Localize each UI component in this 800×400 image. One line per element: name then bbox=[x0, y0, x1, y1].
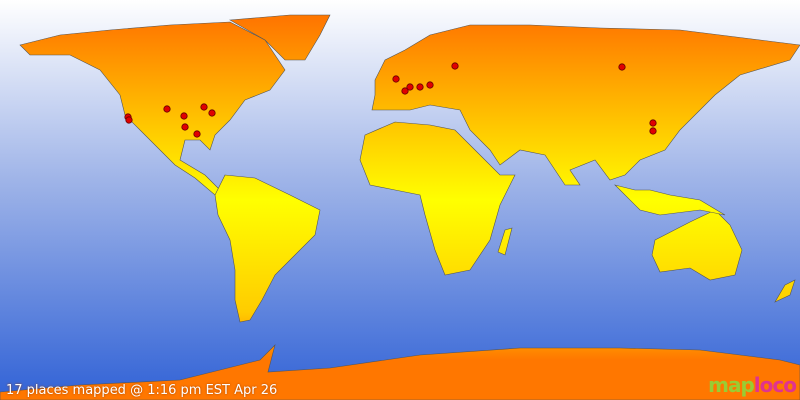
place-marker[interactable] bbox=[163, 105, 171, 113]
place-marker[interactable] bbox=[180, 112, 188, 120]
place-marker[interactable] bbox=[208, 109, 216, 117]
maploco-logo[interactable]: maploco bbox=[708, 373, 797, 397]
place-marker[interactable] bbox=[193, 130, 201, 138]
indonesia bbox=[614, 184, 726, 216]
continents bbox=[0, 14, 800, 400]
greenland bbox=[229, 14, 331, 61]
new-zealand bbox=[774, 279, 796, 303]
place-marker[interactable] bbox=[618, 63, 626, 71]
africa bbox=[359, 121, 516, 276]
place-marker[interactable] bbox=[125, 116, 133, 124]
antarctica bbox=[0, 344, 800, 400]
place-marker[interactable] bbox=[200, 103, 208, 111]
north-america bbox=[19, 21, 286, 196]
place-markers bbox=[124, 62, 657, 138]
australia bbox=[651, 209, 743, 281]
place-marker[interactable] bbox=[181, 123, 189, 131]
madagascar bbox=[497, 227, 513, 256]
place-marker[interactable] bbox=[392, 75, 400, 83]
places-mapped-status: 17 places mapped @ 1:16 pm EST Apr 26 bbox=[6, 383, 278, 398]
place-marker[interactable] bbox=[406, 83, 414, 91]
place-marker[interactable] bbox=[649, 119, 657, 127]
eurasia bbox=[371, 24, 800, 186]
place-marker[interactable] bbox=[649, 127, 657, 135]
place-marker[interactable] bbox=[401, 87, 409, 95]
logo-loco: loco bbox=[753, 373, 797, 397]
south-america bbox=[214, 174, 321, 323]
place-marker[interactable] bbox=[416, 83, 424, 91]
place-marker[interactable] bbox=[426, 81, 434, 89]
place-marker[interactable] bbox=[451, 62, 459, 70]
logo-map: map bbox=[708, 373, 755, 397]
